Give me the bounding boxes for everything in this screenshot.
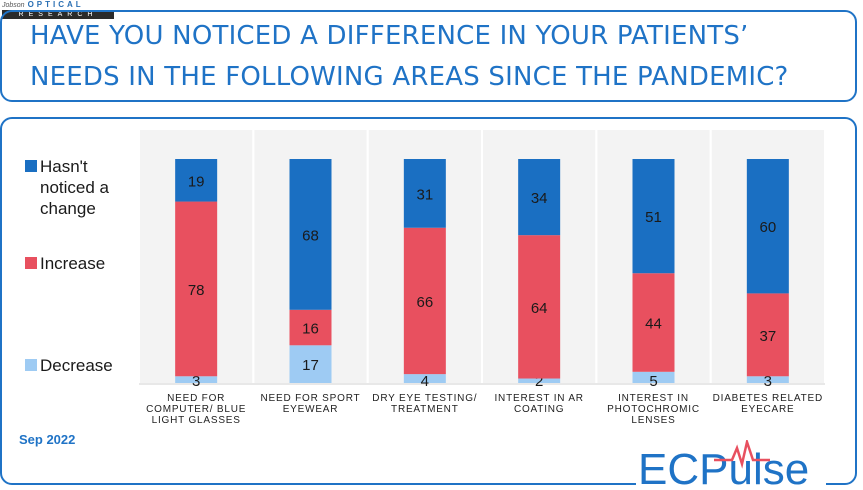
bar-increase-4 (632, 273, 675, 372)
data-label: 2 (535, 373, 543, 390)
page-title-line-2: NEEDS IN THE FOLLOWING AREAS SINCE THE P… (30, 62, 789, 92)
category-label: TREATMENT (391, 404, 459, 415)
data-label: 16 (302, 321, 319, 338)
category-label: COATING (514, 404, 564, 415)
bar-hasn-t-noticed-a-change-3 (518, 159, 561, 236)
data-label: 51 (645, 209, 662, 226)
legend-label: Hasn't (40, 157, 88, 176)
data-label: 37 (759, 328, 776, 345)
category-label: PHOTOCHROMIC (607, 404, 700, 415)
category-label: COMPUTER/ BLUE (146, 404, 246, 415)
legend-swatch (25, 160, 37, 172)
logo-research-text: RESEARCH (2, 10, 114, 19)
category-label: DRY EYE TESTING/ (372, 393, 477, 404)
legend-label: Decrease (40, 356, 113, 375)
data-label: 78 (188, 282, 205, 299)
logo-jobson-text: Jobson (2, 2, 25, 9)
category-label: INTEREST IN AR (494, 393, 583, 404)
data-label: 31 (416, 186, 433, 203)
data-label: 60 (759, 219, 776, 236)
data-label: 66 (416, 294, 433, 311)
data-label: 44 (645, 316, 662, 333)
data-label: 3 (192, 373, 200, 390)
bar-increase-2 (403, 227, 446, 375)
category-label: EYECARE (741, 404, 794, 415)
data-label: 68 (302, 227, 319, 244)
bar-hasn-t-noticed-a-change-4 (632, 159, 675, 274)
data-label: 64 (531, 300, 548, 317)
bar-increase-5 (746, 293, 789, 377)
bar-decrease-3 (518, 378, 561, 383)
legend-label: noticed a (40, 178, 110, 197)
bar-hasn-t-noticed-a-change-0 (175, 159, 218, 202)
category-label: EYEWEAR (283, 404, 339, 415)
bar-decrease-2 (403, 374, 446, 383)
legend-label: change (40, 199, 96, 218)
bar-decrease-4 (632, 371, 675, 383)
data-label: 17 (302, 357, 319, 374)
logo-optical-text: OPTICAL (27, 0, 84, 9)
data-label: 3 (764, 373, 772, 390)
bar-decrease-5 (746, 376, 789, 383)
optical-research-logo: Jobson OPTICAL RESEARCH (2, 0, 116, 19)
category-label: NEED FOR (167, 393, 225, 404)
legend-label: Increase (40, 254, 105, 273)
bar-hasn-t-noticed-a-change-1 (289, 159, 332, 310)
category-label: DIABETES RELATED (713, 393, 823, 404)
data-label: 19 (188, 173, 205, 190)
data-label: 5 (649, 373, 657, 390)
bar-hasn-t-noticed-a-change-2 (403, 159, 446, 228)
bar-decrease-1 (289, 345, 332, 383)
legend-swatch (25, 359, 37, 371)
legend-swatch (25, 257, 37, 269)
category-label: LIGHT GLASSES (152, 415, 241, 426)
bar-hasn-t-noticed-a-change-5 (746, 159, 789, 294)
title-panel: HAVE YOU NOTICED A DIFFERENCE IN YOUR PA… (0, 10, 857, 102)
ecpulse-logo-text: ECPulse (638, 445, 809, 490)
bar-decrease-0 (175, 376, 218, 383)
bar-increase-0 (175, 201, 218, 377)
bar-increase-3 (518, 235, 561, 379)
bar-increase-1 (289, 309, 332, 346)
data-label: 34 (531, 190, 548, 207)
category-label: NEED FOR SPORT (261, 393, 361, 404)
data-label: 4 (421, 373, 429, 390)
category-label: INTEREST IN (618, 393, 689, 404)
chart-panel (0, 117, 857, 485)
pulse-line-icon (714, 440, 770, 469)
page-title-line-1: HAVE YOU NOTICED A DIFFERENCE IN YOUR PA… (30, 21, 749, 51)
ecpulse-logo: ECPulse (636, 440, 826, 490)
survey-date: Sep 2022 (19, 432, 76, 447)
category-label: LENSES (631, 415, 675, 426)
